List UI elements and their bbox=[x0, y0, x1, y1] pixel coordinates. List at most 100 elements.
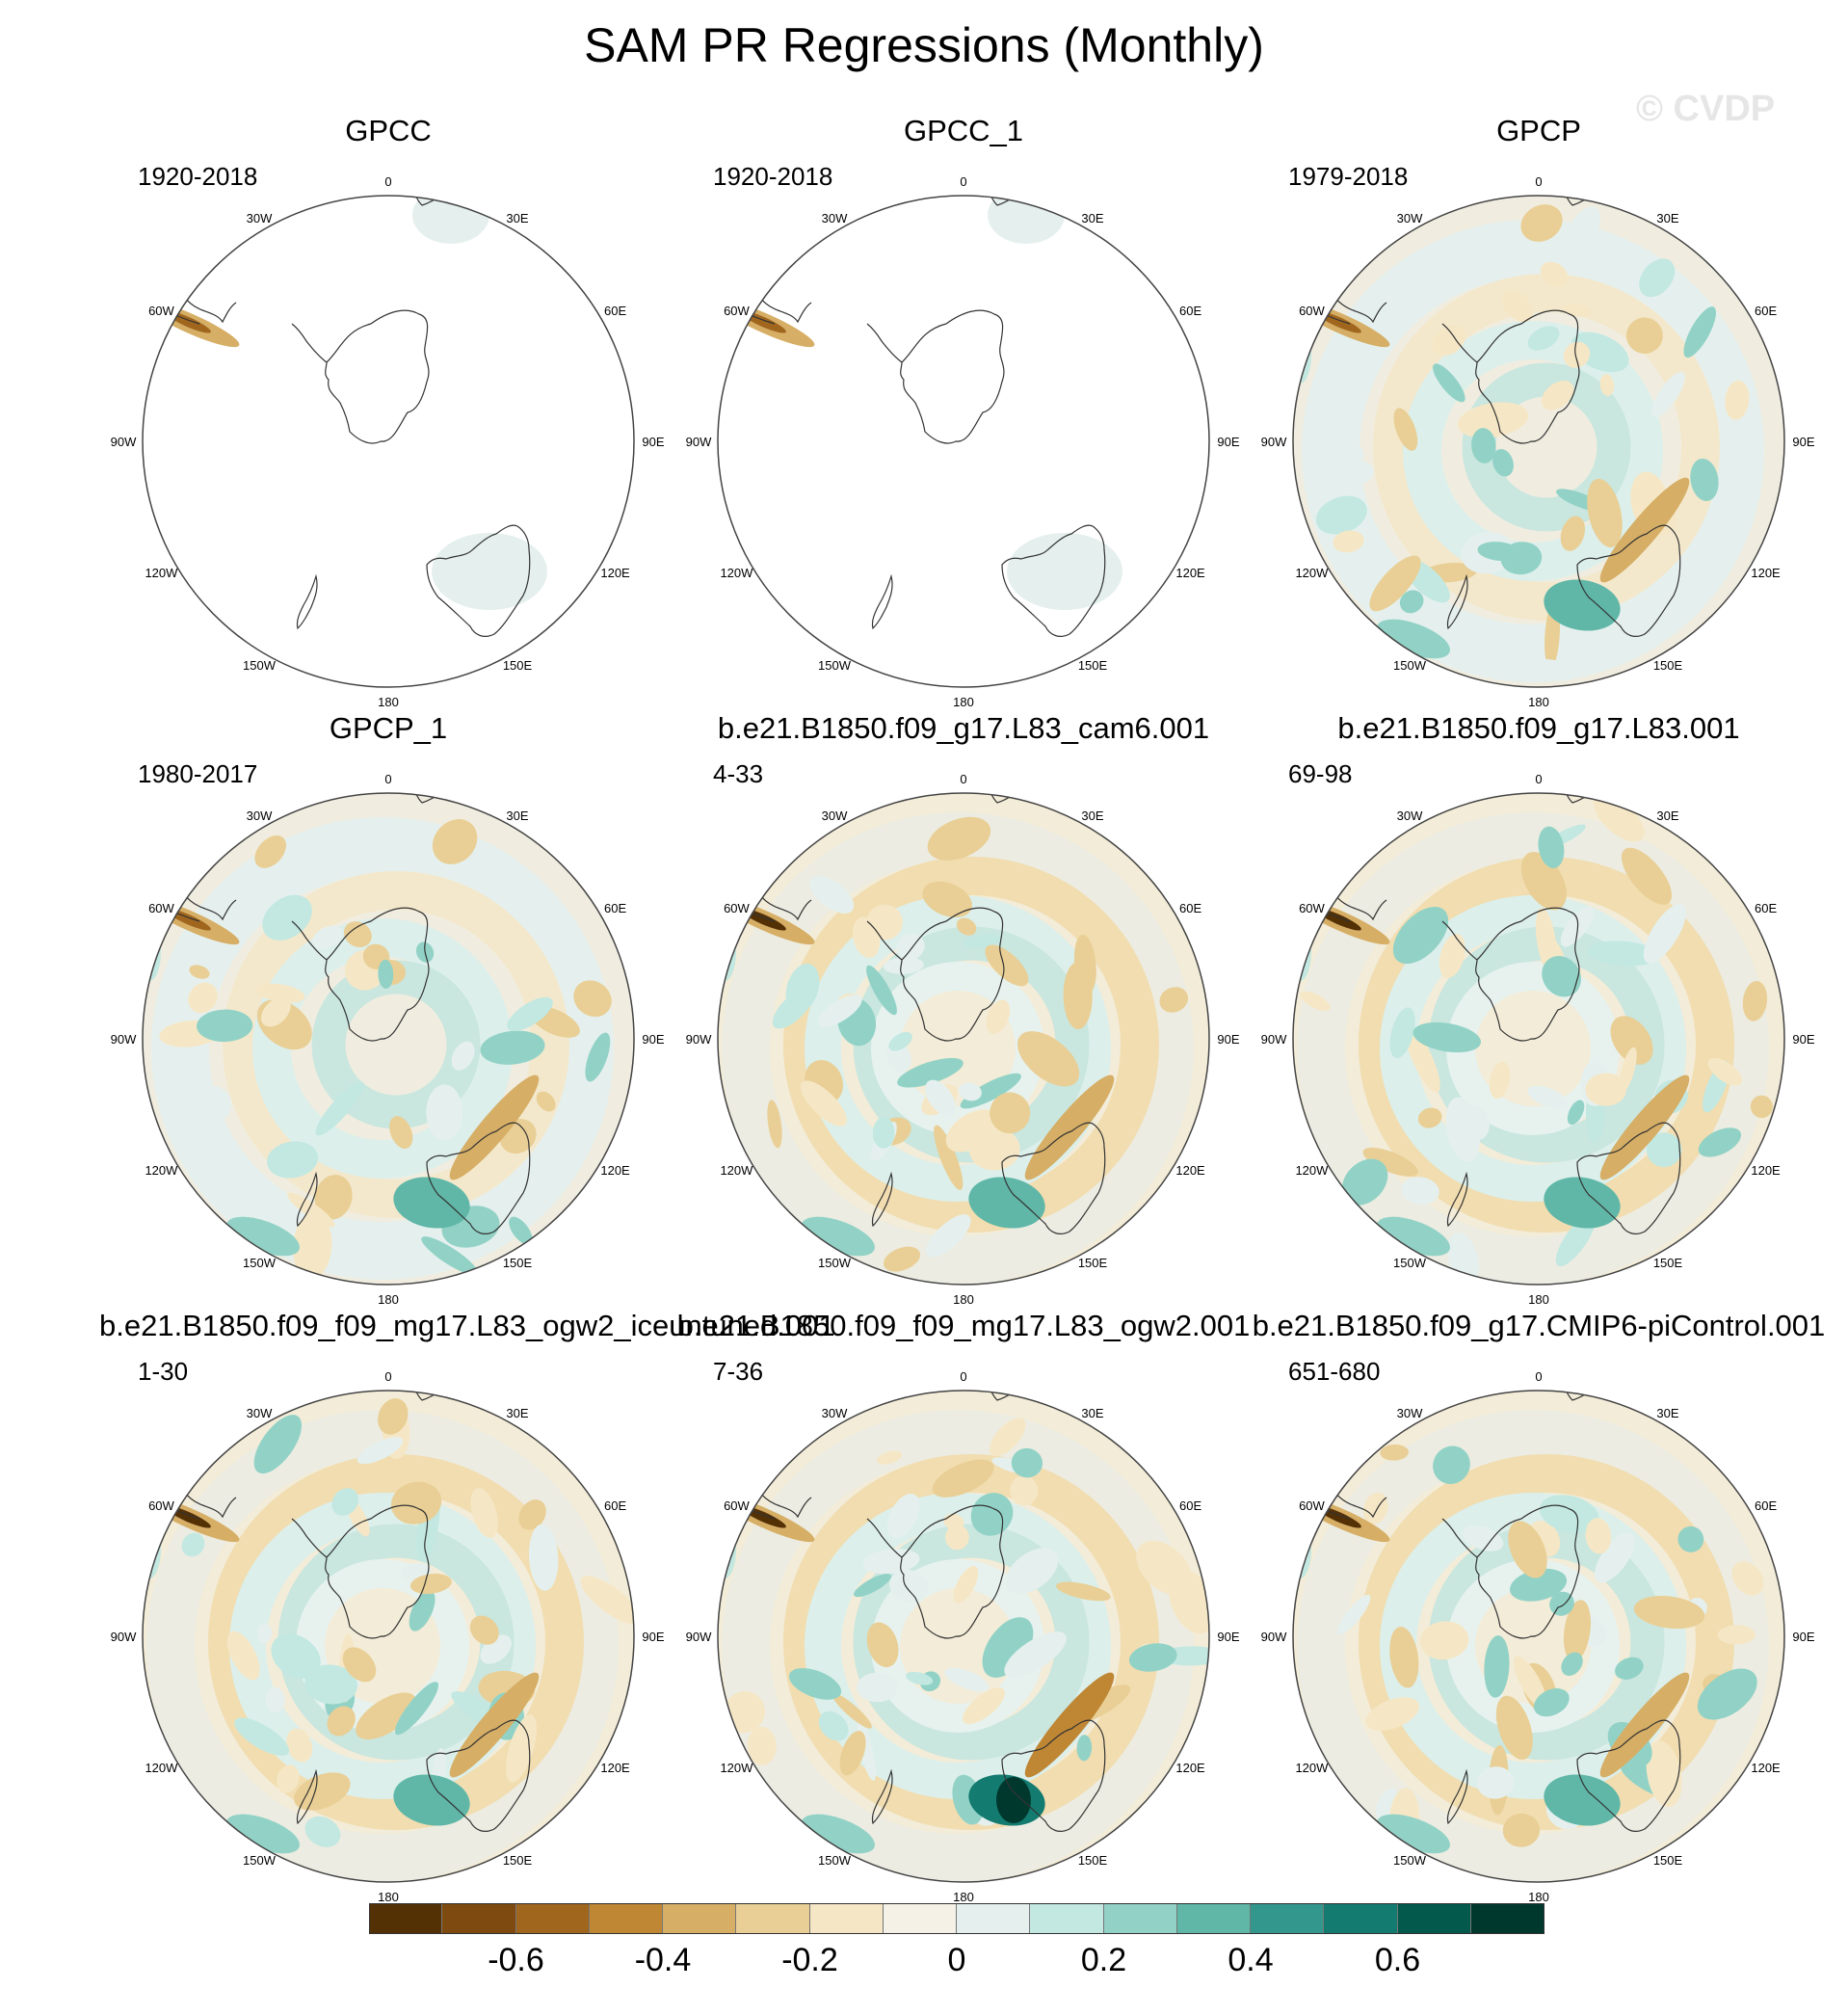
field-cell bbox=[378, 959, 394, 989]
longitude-label-w60: 60W bbox=[724, 304, 750, 318]
longitude-label-w90: 90W bbox=[1261, 1630, 1287, 1644]
field-cell bbox=[343, 921, 372, 948]
antarctic-peninsula-coastline bbox=[866, 920, 903, 961]
longitude-label-lon-top: 0 bbox=[960, 1369, 966, 1384]
field-cell bbox=[986, 999, 1011, 1034]
field-cell bbox=[1725, 380, 1750, 420]
field-cell bbox=[409, 1590, 436, 1631]
field-cell bbox=[1542, 956, 1581, 997]
longitude-label-lon-bottom: 180 bbox=[953, 695, 974, 709]
longitude-label-lon-bottom: 180 bbox=[1528, 695, 1549, 709]
longitude-label-w60: 60W bbox=[1299, 1498, 1325, 1513]
colorbar-tick-label: 0.2 bbox=[1080, 1942, 1127, 1978]
field-cell bbox=[985, 944, 1029, 987]
longitude-label-w60: 60W bbox=[1299, 901, 1325, 915]
longitude-label-w120: 120W bbox=[1295, 566, 1329, 580]
field-cell bbox=[1520, 204, 1563, 242]
longitude-label-e90: 90E bbox=[1792, 1032, 1814, 1047]
longitude-label-w90: 90W bbox=[686, 1630, 712, 1644]
longitude-label-w30: 30W bbox=[247, 1406, 273, 1420]
field-cell bbox=[1024, 1074, 1115, 1180]
map-field bbox=[1293, 1391, 1784, 1882]
new-zealand-coastline bbox=[296, 1768, 318, 1825]
longitude-label-lon-bottom: 180 bbox=[378, 1292, 399, 1307]
field-cell bbox=[1621, 847, 1673, 905]
field-cell bbox=[1599, 477, 1690, 583]
field-cell bbox=[1399, 590, 1424, 614]
panel-title: b.e21.B1850.f09_f09_mg17.L83_ogw2_iceunt… bbox=[99, 1309, 835, 1342]
field-cell bbox=[518, 1499, 546, 1530]
field-cell bbox=[1365, 1697, 1420, 1731]
map-boundary bbox=[1292, 195, 1785, 688]
field-cell bbox=[1651, 371, 1685, 418]
field-cell bbox=[1646, 1132, 1682, 1168]
field-cell bbox=[1750, 1095, 1773, 1119]
longitude-label-e90: 90E bbox=[1792, 435, 1814, 449]
field-cell bbox=[192, 1086, 231, 1126]
longitude-label-w30: 30W bbox=[822, 211, 848, 225]
field-cell bbox=[1508, 1521, 1547, 1578]
field-cell bbox=[802, 1216, 875, 1257]
polar-map: 0 180 30W 60W 90W 120W 150W 30E 60E 90E 120E 150E bbox=[111, 1369, 665, 1904]
field-cell bbox=[1293, 1443, 1330, 1493]
field-cell bbox=[143, 923, 161, 981]
field-cell bbox=[1690, 458, 1719, 501]
field-cell bbox=[470, 1488, 498, 1538]
longitude-label-e30: 30E bbox=[1656, 809, 1678, 823]
australia-coastline bbox=[1576, 524, 1681, 637]
field-cell bbox=[143, 1521, 161, 1578]
panel-years: 1920-2018 bbox=[138, 162, 258, 191]
field-cell bbox=[1599, 374, 1615, 396]
field-cell bbox=[1341, 1158, 1388, 1206]
longitude-label-w30: 30W bbox=[247, 809, 273, 823]
field-cell bbox=[1293, 923, 1311, 981]
new-zealand-coastline bbox=[871, 1171, 893, 1228]
field-cell bbox=[356, 1437, 404, 1465]
longitude-label-lon-top: 0 bbox=[1535, 772, 1542, 786]
colorbar-tick-label: -0.6 bbox=[488, 1942, 544, 1978]
longitude-label-e120: 120E bbox=[1175, 1163, 1205, 1178]
field-cell bbox=[304, 1664, 357, 1705]
longitude-label-e60: 60E bbox=[604, 901, 626, 915]
field-cell bbox=[421, 1236, 479, 1276]
field-cell bbox=[253, 1415, 303, 1474]
panel-years: 7-36 bbox=[713, 1357, 764, 1386]
field-cell bbox=[1585, 1073, 1627, 1106]
longitude-label-w30: 30W bbox=[822, 1406, 848, 1420]
field-cell bbox=[277, 1764, 300, 1793]
longitude-label-w120: 120W bbox=[1295, 1163, 1329, 1178]
field-cell bbox=[1594, 794, 1645, 842]
polar-map: 0 180 30W 60W 90W 120W 150W 30E 60E 90E 120E 150E bbox=[686, 174, 1240, 709]
field-cell bbox=[866, 1622, 899, 1668]
field-cell bbox=[1336, 435, 1364, 461]
map-field bbox=[1293, 196, 1784, 687]
field-cell bbox=[143, 1443, 179, 1493]
longitude-label-w150: 150W bbox=[818, 1853, 852, 1868]
field-cell bbox=[857, 1672, 898, 1703]
figure-title: SAM PR Regressions (Monthly) bbox=[584, 18, 1264, 72]
colorbar-swatch bbox=[1470, 1903, 1544, 1934]
field-cell bbox=[989, 1418, 1026, 1457]
longitude-label-w30: 30W bbox=[1397, 211, 1423, 225]
field-cell bbox=[1544, 1177, 1621, 1229]
antarctic-peninsula-coastline bbox=[1441, 323, 1478, 363]
field-cell bbox=[1401, 1177, 1439, 1206]
longitude-label-lon-bottom: 180 bbox=[953, 1890, 974, 1904]
field-cell bbox=[1495, 1695, 1533, 1761]
field-cell bbox=[234, 1717, 290, 1757]
panel-title: b.e21.B1850.f09_g17.CMIP6-piControl.001 bbox=[1252, 1309, 1826, 1342]
longitude-label-w90: 90W bbox=[111, 435, 137, 449]
field-cell bbox=[1489, 1061, 1511, 1100]
field-ring bbox=[1297, 1410, 1769, 1882]
panel-years: 69-98 bbox=[1288, 759, 1353, 788]
field-cell bbox=[990, 1092, 1031, 1134]
map-panel: b.e21.B1850.f09_f09_mg17.L83_ogw2_iceunt… bbox=[99, 1309, 835, 1906]
field-cell bbox=[1567, 1100, 1585, 1126]
field-cell bbox=[944, 1667, 990, 1692]
longitude-label-w30: 30W bbox=[247, 211, 273, 225]
longitude-label-e90: 90E bbox=[642, 1630, 664, 1644]
longitude-label-lon-top: 0 bbox=[1535, 1369, 1542, 1384]
field-cell bbox=[226, 1631, 260, 1681]
longitude-label-w90: 90W bbox=[1261, 1032, 1287, 1047]
longitude-label-w120: 120W bbox=[720, 1761, 753, 1775]
